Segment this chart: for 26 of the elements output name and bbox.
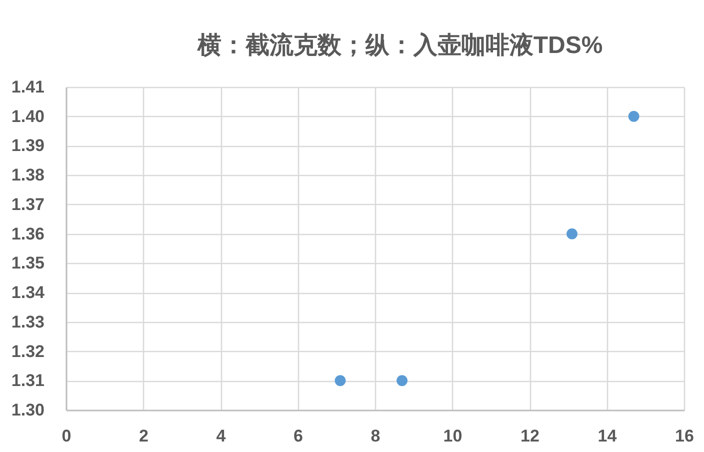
x-tick-label: 0 — [62, 426, 72, 446]
x-tick-label: 4 — [216, 426, 226, 446]
chart-title: 横：截流克数；纵：入壶咖啡液TDS% — [196, 32, 603, 59]
y-tick-label: 1.30 — [11, 400, 44, 420]
x-tick-label: 2 — [139, 426, 148, 446]
point — [628, 110, 640, 122]
x-tick-label: 8 — [370, 426, 380, 446]
y-tick-label: 1.36 — [11, 224, 44, 244]
y-tick-label: 1.41 — [11, 78, 44, 96]
y-tick-label: 1.35 — [11, 254, 44, 273]
y-tick-label: 1.31 — [11, 371, 44, 390]
y-tick-label: 1.38 — [11, 166, 44, 185]
y-tick-label: 1.40 — [11, 106, 44, 126]
y-tick-label: 1.32 — [11, 342, 44, 361]
point — [334, 375, 346, 386]
x-tick-label: 16 — [675, 426, 694, 446]
y-tick-label: 1.34 — [11, 283, 46, 302]
x-tick-label: 12 — [520, 426, 540, 446]
x-tick-label: 10 — [443, 426, 462, 446]
point — [566, 228, 578, 240]
x-tick-label: 14 — [598, 426, 618, 446]
y-tick-label: 1.33 — [11, 312, 44, 332]
point — [396, 375, 408, 386]
y-tick-label: 1.39 — [11, 136, 44, 156]
y-tick-label: 1.37 — [11, 194, 44, 214]
x-tick-label: 6 — [294, 426, 303, 446]
